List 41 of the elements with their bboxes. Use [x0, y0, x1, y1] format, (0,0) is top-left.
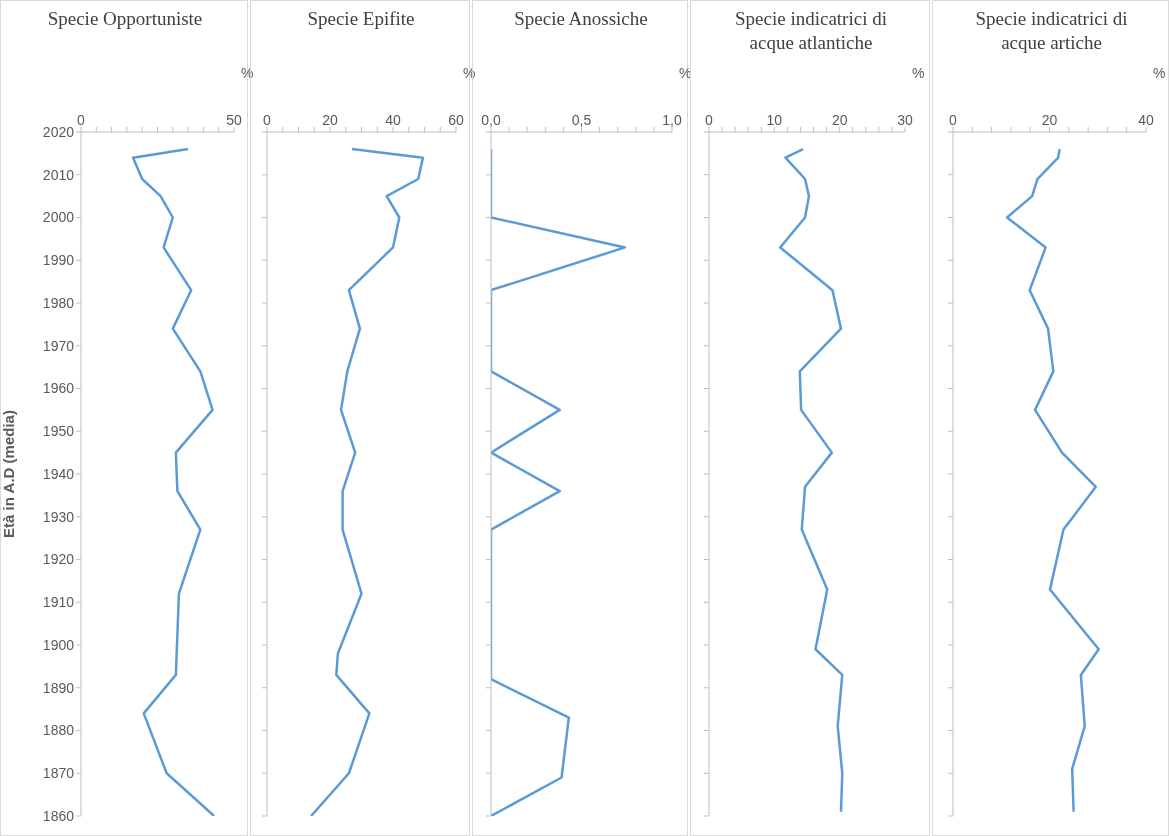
chart-title: Specie Anossiche [514, 7, 648, 31]
y-tick-label: 1860 [42, 807, 75, 824]
y-tick-label: 2020 [42, 123, 75, 140]
y-tick-label: 1910 [42, 594, 75, 611]
y-tick-label: 1920 [42, 551, 75, 568]
x-tick-label: 10 [766, 112, 783, 128]
x-tick-label: 0 [77, 112, 86, 128]
x-axis-title: % [1153, 65, 1166, 81]
x-tick-label: 40 [1138, 112, 1154, 128]
x-tick-label: 30 [897, 112, 913, 128]
x-tick-label: 40 [385, 112, 401, 128]
y-tick-label: 1970 [42, 337, 75, 354]
y-tick-label: 1950 [42, 423, 75, 440]
y-tick-label: 2000 [42, 209, 75, 226]
y-tick-label: 1930 [42, 508, 75, 525]
x-tick-label: 60 [448, 112, 464, 128]
chart-title: Specie Opportuniste [47, 7, 203, 31]
y-tick-label: 1960 [42, 380, 75, 397]
x-tick-label: 0,5 [571, 112, 592, 128]
y-tick-label: 1990 [42, 252, 75, 269]
x-tick-label: 1,0 [662, 112, 682, 128]
y-axis-title: Età in A.D (media) [0, 410, 18, 538]
y-tick-label: 1940 [42, 465, 75, 482]
x-tick-label: 0,0 [481, 112, 501, 128]
y-tick-label: 1890 [42, 679, 75, 696]
y-tick-label: 2010 [42, 166, 75, 183]
x-tick-label: 20 [322, 112, 338, 128]
y-tick-label: 1870 [42, 765, 75, 782]
chart-title: Specie indicatrici di acque artiche [974, 7, 1129, 55]
x-tick-label: 50 [226, 112, 242, 128]
chart-title: Specie Epifite [307, 7, 415, 31]
y-tick-label: 1980 [42, 294, 75, 311]
x-tick-label: 0 [263, 112, 272, 128]
x-tick-label: 0 [705, 112, 714, 128]
x-tick-label: 20 [831, 112, 848, 128]
x-axis-title: % [912, 65, 925, 81]
x-tick-label: 0 [949, 112, 958, 128]
y-tick-label: 1900 [42, 636, 75, 653]
chart-title: Specie indicatrici di acque atlantiche [734, 7, 888, 55]
y-tick-label: 1880 [42, 722, 75, 739]
x-tick-label: 20 [1041, 112, 1058, 128]
